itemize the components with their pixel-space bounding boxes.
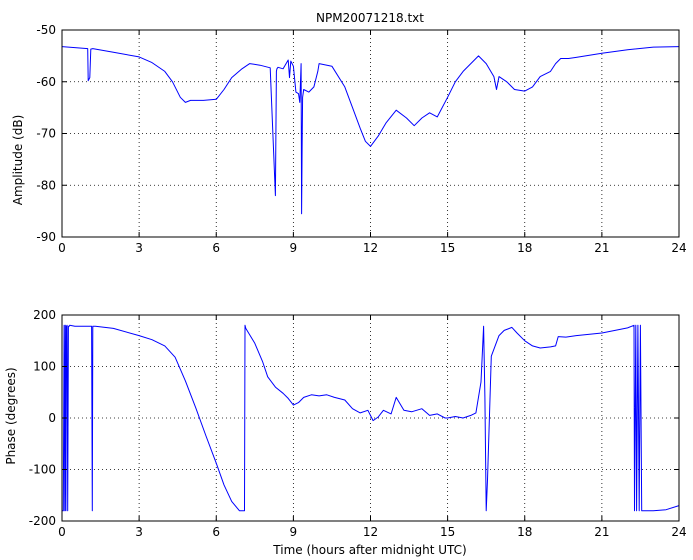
phase-y-tick-label: -100	[29, 463, 56, 477]
phase-x-tick-label: 24	[671, 525, 686, 539]
phase-x-tick-label: 3	[135, 525, 143, 539]
phase-y-tick-label: 200	[33, 308, 56, 322]
amplitude-x-tick-label: 18	[517, 241, 532, 255]
phase-x-tick-label: 15	[440, 525, 455, 539]
amplitude-x-tick-label: 6	[212, 241, 220, 255]
amplitude-x-tick-label: 0	[58, 241, 66, 255]
phase-y-tick-label: 100	[33, 360, 56, 374]
amplitude-ticks: 0 3 6 9 12 15 18 21 24 -90 -80 -70 -60 -50	[36, 23, 686, 255]
amplitude-x-tick-label: 15	[440, 241, 455, 255]
phase-x-tick-label: 6	[212, 525, 220, 539]
phase-x-tick-label: 0	[58, 525, 66, 539]
amplitude-x-tick-label: 3	[135, 241, 143, 255]
amplitude-x-tick-label: 12	[363, 241, 378, 255]
amplitude-grid	[62, 30, 679, 237]
amplitude-series	[61, 46, 680, 215]
amplitude-x-tick-label: 9	[290, 241, 298, 255]
amplitude-y-tick-label: -80	[36, 178, 56, 192]
amplitude-chart-title: NPM20071218.txt	[316, 11, 424, 25]
amplitude-y-tick-label: -70	[36, 127, 56, 141]
amplitude-y-tick-label: -60	[36, 75, 56, 89]
phase-x-tick-label: 12	[363, 525, 378, 539]
phase-grid	[62, 315, 679, 521]
amplitude-y-axis-label: Amplitude (dB)	[11, 115, 25, 206]
amplitude-y-tick-label: -90	[36, 230, 56, 244]
phase-series	[62, 324, 680, 512]
phase-x-tick-label: 18	[517, 525, 532, 539]
phase-y-tick-label: -200	[29, 514, 56, 528]
amplitude-x-tick-label: 21	[594, 241, 609, 255]
amplitude-series-line	[61, 46, 680, 215]
amplitude-y-tick-label: -50	[36, 23, 56, 37]
phase-x-tick-label: 9	[290, 525, 298, 539]
phase-panel: Phase (degrees) Time (hours after midnig…	[4, 308, 687, 557]
phase-ticks: 0 3 6 9 12 15 18 21 24 -200 -100 0 100 200	[29, 308, 687, 539]
phase-y-tick-label: 0	[48, 411, 56, 425]
phase-series-line	[62, 324, 680, 512]
phase-y-axis-label: Phase (degrees)	[4, 367, 18, 464]
phase-x-axis-label: Time (hours after midnight UTC)	[272, 543, 466, 557]
amplitude-x-tick-label: 24	[671, 241, 686, 255]
phase-x-tick-label: 21	[594, 525, 609, 539]
amplitude-panel: NPM20071218.txt Amplitude (dB) 0 3 6 9 12 15 1…	[11, 11, 687, 255]
